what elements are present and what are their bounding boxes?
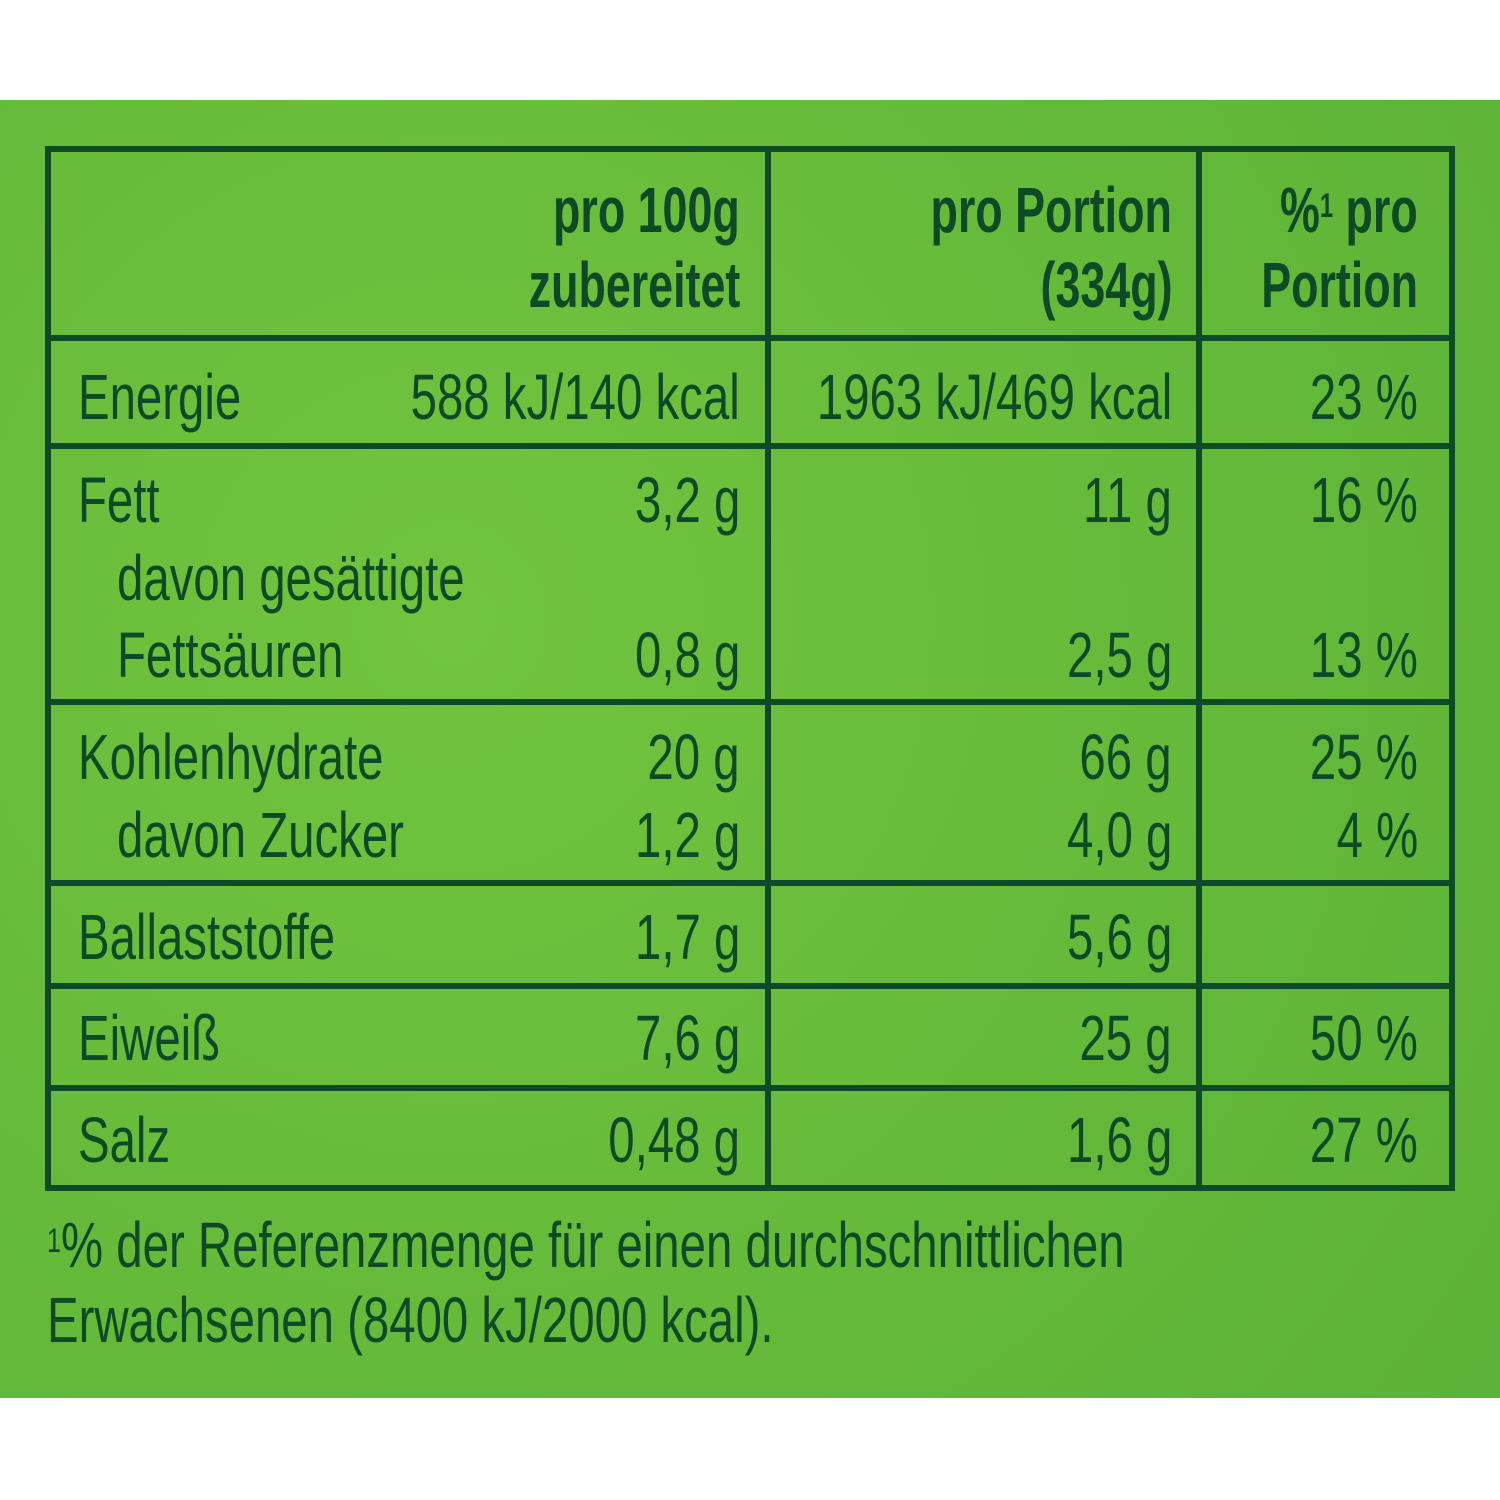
- row-label-saturated: davon gesättigte: [117, 542, 465, 614]
- sugar-percent: 4 %: [1336, 799, 1418, 871]
- protein-percent: 50 %: [1310, 1002, 1418, 1074]
- column-divider: [1196, 146, 1202, 1191]
- header-pro: pro: [1333, 174, 1418, 246]
- carbs-per-100g: 20 g: [647, 721, 740, 793]
- saturated-per-100g: 0,8 g: [634, 619, 740, 691]
- row-label-fatty-acids: Fettsäuren: [117, 619, 344, 691]
- table-border-bottom: [45, 1185, 1455, 1191]
- carbs-per-portion: 66 g: [1079, 721, 1172, 793]
- carbs-percent: 25 %: [1310, 721, 1418, 793]
- table-border-left: [45, 146, 51, 1191]
- saturated-percent: 13 %: [1310, 619, 1418, 691]
- fat-percent: 16 %: [1310, 464, 1418, 536]
- energy-percent: 23 %: [1310, 361, 1418, 433]
- fat-per-portion: 11 g: [1083, 464, 1172, 536]
- percent-symbol: %: [1280, 174, 1321, 246]
- row-label-protein: Eiweiß: [78, 1002, 221, 1074]
- energy-per-portion: 1963 kJ/469 kcal: [816, 361, 1172, 433]
- footnote-text: % der Referenzmenge für einen durchschni…: [61, 1209, 1125, 1281]
- footnote-marker: 1: [47, 1222, 62, 1260]
- row-divider: [45, 443, 1455, 449]
- salt-per-portion: 1,6 g: [1066, 1104, 1172, 1176]
- footnote-line-1: 1% der Referenzmenge für einen durchschn…: [47, 1209, 1125, 1281]
- fat-per-100g: 3,2 g: [634, 464, 740, 536]
- energy-per-100g: 588 kJ/140 kcal: [410, 361, 740, 433]
- table-border-right: [1449, 146, 1455, 1191]
- header-per-100g: pro 100g: [553, 174, 740, 246]
- footnote-line-2: Erwachsenen (8400 kJ/2000 kcal).: [47, 1284, 774, 1356]
- salt-per-100g: 0,48 g: [608, 1104, 740, 1176]
- sugar-per-100g: 1,2 g: [634, 799, 740, 871]
- footnote-marker: 1: [1320, 187, 1334, 225]
- row-divider: [45, 880, 1455, 886]
- row-label-carbs: Kohlenhydrate: [78, 721, 384, 793]
- header-per-100g-prepared: zubereitet: [528, 249, 740, 321]
- row-label-salt: Salz: [78, 1104, 171, 1176]
- row-label-fat: Fett: [78, 464, 160, 536]
- protein-per-100g: 7,6 g: [634, 1002, 740, 1074]
- header-portion-size: (334g): [1040, 249, 1172, 321]
- row-label-energy: Energie: [78, 361, 242, 433]
- nutrition-panel: [0, 100, 1500, 1398]
- row-label-fiber: Ballaststoffe: [78, 901, 336, 973]
- row-divider: [45, 1085, 1455, 1091]
- row-divider: [45, 699, 1455, 705]
- saturated-per-portion: 2,5 g: [1066, 619, 1172, 691]
- column-divider: [765, 146, 771, 1191]
- header-portion: Portion: [1261, 249, 1418, 321]
- table-border-top: [45, 146, 1455, 152]
- fiber-per-100g: 1,7 g: [634, 901, 740, 973]
- row-divider: [45, 335, 1455, 341]
- sugar-per-portion: 4,0 g: [1066, 799, 1172, 871]
- protein-per-portion: 25 g: [1079, 1002, 1172, 1074]
- header-per-portion: pro Portion: [930, 174, 1172, 246]
- row-label-sugar: davon Zucker: [117, 799, 404, 871]
- salt-percent: 27 %: [1310, 1104, 1418, 1176]
- fiber-per-portion: 5,6 g: [1066, 901, 1172, 973]
- row-divider: [45, 983, 1455, 989]
- header-percent-per-portion: %1 pro: [1280, 174, 1418, 246]
